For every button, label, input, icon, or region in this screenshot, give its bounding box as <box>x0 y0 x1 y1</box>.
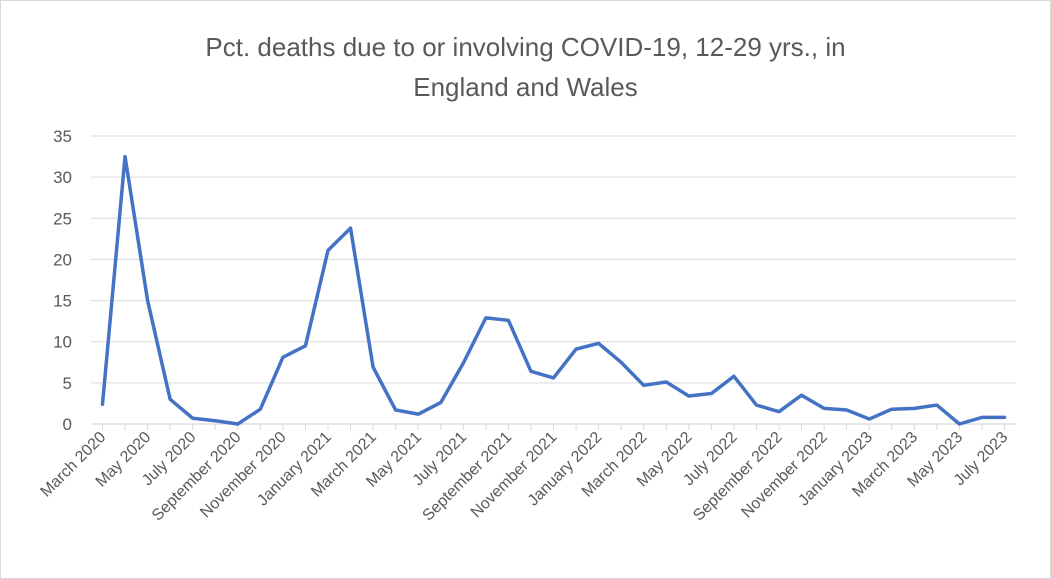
series-group <box>100 154 1007 426</box>
y-tick-label: 25 <box>53 209 72 228</box>
gridlines <box>91 135 1016 384</box>
y-tick-label: 30 <box>53 168 72 187</box>
y-tick-label: 15 <box>53 292 72 311</box>
y-tick-label: 10 <box>53 333 72 352</box>
x-axis <box>91 423 1016 430</box>
y-tick-label: 5 <box>63 374 72 393</box>
chart-title-line-2: England and Wales <box>413 72 638 102</box>
y-tick-label: 35 <box>53 127 72 146</box>
y-axis-tick-labels: 0 5 10 15 20 25 30 35 <box>53 127 72 434</box>
series-line <box>100 154 1007 426</box>
x-tick-label: March 2020 <box>38 429 110 501</box>
chart-title-line-1: Pct. deaths due to or involving COVID-19… <box>205 32 845 62</box>
y-tick-label: 0 <box>63 415 72 434</box>
y-tick-label: 20 <box>53 250 72 269</box>
